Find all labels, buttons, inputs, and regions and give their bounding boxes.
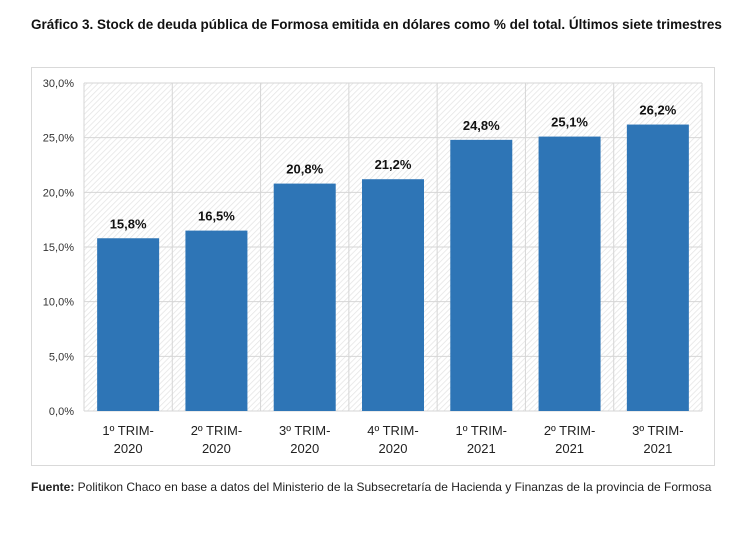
data-label: 24,8% bbox=[463, 118, 500, 133]
data-label: 15,8% bbox=[110, 216, 147, 231]
bar bbox=[273, 183, 336, 411]
source-text: Politikon Chaco en base a datos del Mini… bbox=[74, 480, 712, 494]
x-tick-label: 4º TRIM- bbox=[367, 423, 418, 438]
data-label: 25,1% bbox=[551, 115, 588, 130]
chart-title: Gráfico 3. Stock de deuda pública de For… bbox=[31, 17, 722, 32]
y-tick-label: 15,0% bbox=[43, 242, 74, 254]
x-tick-label: 2020 bbox=[202, 441, 231, 456]
bar bbox=[450, 139, 513, 411]
x-tick-label: 3º TRIM- bbox=[632, 423, 683, 438]
x-tick-label: 2020 bbox=[379, 441, 408, 456]
chart-frame bbox=[31, 67, 715, 466]
bar bbox=[626, 124, 689, 412]
y-tick-label: 20,0% bbox=[43, 187, 74, 199]
y-tick-label: 5,0% bbox=[49, 351, 74, 363]
x-tick-label: 2020 bbox=[114, 441, 143, 456]
y-tick-label: 10,0% bbox=[43, 297, 74, 309]
x-tick-label: 3º TRIM- bbox=[279, 423, 330, 438]
bar bbox=[362, 179, 424, 411]
bar bbox=[185, 230, 248, 411]
x-tick-label: 1º TRIM- bbox=[456, 423, 507, 438]
x-tick-label: 2020 bbox=[290, 441, 319, 456]
bar bbox=[538, 136, 601, 411]
x-tick-label: 2º TRIM- bbox=[544, 423, 595, 438]
data-label: 20,8% bbox=[286, 162, 323, 177]
x-tick-label: 2º TRIM- bbox=[191, 423, 242, 438]
bar bbox=[97, 238, 160, 411]
y-tick-label: 25,0% bbox=[43, 133, 74, 145]
x-tick-label: 1º TRIM- bbox=[102, 423, 153, 438]
x-tick-label: 2021 bbox=[467, 441, 496, 456]
x-tick-label: 2021 bbox=[643, 441, 672, 456]
data-label: 21,2% bbox=[375, 157, 412, 172]
y-tick-label: 0,0% bbox=[49, 406, 74, 418]
source-note: Fuente: Politikon Chaco en base a datos … bbox=[31, 476, 731, 498]
x-tick-label: 2021 bbox=[555, 441, 584, 456]
data-label: 26,2% bbox=[639, 103, 676, 118]
y-tick-label: 30,0% bbox=[43, 78, 74, 90]
source-label: Fuente: bbox=[31, 480, 75, 494]
data-label: 16,5% bbox=[198, 209, 235, 224]
